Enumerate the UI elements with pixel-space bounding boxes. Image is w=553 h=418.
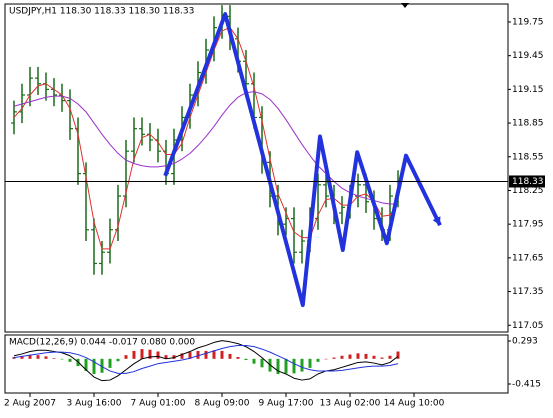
histogram-bar (260, 358, 264, 368)
y-tick-label: -0.415 (512, 380, 541, 390)
indicator-title: MACD(12,26,9) 0.044 -0.017 0.080 0.000 (9, 338, 195, 348)
histogram-bar (364, 353, 368, 359)
histogram-bar (68, 358, 72, 362)
histogram-bar (84, 358, 88, 371)
y-tick-label: 0.293 (512, 337, 538, 347)
y-tick-label: 117.05 (512, 321, 544, 331)
histogram-bar (220, 350, 224, 359)
indicator-panel (4, 334, 509, 394)
y-tick-label: 117.35 (512, 287, 544, 297)
histogram-bar (108, 358, 112, 368)
histogram-bar (308, 358, 312, 368)
histogram-bar (196, 350, 200, 359)
histogram-bar (284, 358, 288, 374)
histogram-bar (172, 355, 176, 359)
histogram-bar (124, 355, 128, 359)
histogram-bar (132, 350, 136, 359)
histogram-bar (36, 355, 40, 359)
x-tick-label: 14 Aug 10:00 (384, 399, 445, 409)
zigzag-line (163, 12, 442, 308)
histogram-bar (372, 355, 376, 359)
y-tick-label: 119.15 (512, 85, 544, 95)
x-tick-label: 9 Aug 17:00 (259, 399, 314, 409)
x-tick-label: 3 Aug 16:00 (67, 399, 122, 409)
moving-average (13, 91, 398, 205)
y-tick-label: 117.65 (512, 253, 544, 263)
histogram-bar (188, 352, 192, 359)
histogram-bar (92, 358, 96, 374)
histogram-bar (116, 358, 120, 362)
x-tick-label: 7 Aug 01:00 (131, 399, 186, 409)
histogram-bar (332, 357, 336, 359)
histogram-bar (292, 358, 296, 374)
histogram-bar (324, 358, 328, 360)
shift-marker (401, 3, 409, 8)
histogram-bar (388, 355, 392, 359)
last-price-box (509, 175, 545, 188)
main-panel (4, 3, 509, 333)
histogram-bar (252, 358, 256, 364)
histogram-bar (12, 356, 16, 359)
indicator-line (13, 344, 399, 374)
histogram-bar (100, 358, 104, 373)
histogram-bar (140, 349, 144, 359)
histogram-bar (244, 358, 248, 361)
chart-title: USDJPY,H1 118.30 118.33 118.30 118.33 (9, 7, 194, 17)
indicator-line (13, 340, 399, 382)
histogram-bar (52, 358, 56, 359)
histogram-bar (316, 358, 320, 362)
histogram-bar (44, 356, 48, 359)
histogram-bar (228, 353, 232, 359)
x-tick-label: 13 Aug 02:00 (320, 399, 381, 409)
histogram-bar (148, 349, 152, 359)
histogram-bar (300, 358, 304, 372)
histogram-bar (212, 350, 216, 359)
y-tick-label: 119.75 (512, 17, 544, 27)
histogram-bar (28, 355, 32, 359)
y-tick-label: 118.55 (512, 152, 544, 162)
histogram-bar (380, 357, 384, 359)
histogram-bar (276, 358, 280, 374)
histogram-bar (236, 356, 240, 359)
arrow-head (432, 216, 441, 226)
histogram-bar (340, 355, 344, 359)
histogram-bar (180, 353, 184, 359)
y-tick-label: 117.95 (512, 220, 544, 230)
y-tick-label: 118.25 (512, 186, 544, 196)
y-tick-label: 119.45 (512, 51, 544, 61)
x-tick-label: 8 Aug 09:00 (195, 399, 250, 409)
histogram-bar (348, 354, 352, 359)
last-price-label: 118.33 (512, 177, 544, 187)
histogram-bar (396, 351, 400, 359)
y-tick-label: 118.85 (512, 119, 544, 129)
histogram-bar (20, 356, 24, 359)
histogram-bar (60, 358, 64, 360)
x-tick-label: 2 Aug 2007 (4, 399, 56, 409)
histogram-bar (164, 355, 168, 359)
histogram-bar (156, 351, 160, 359)
histogram-bar (356, 353, 360, 359)
histogram-bar (204, 350, 208, 359)
